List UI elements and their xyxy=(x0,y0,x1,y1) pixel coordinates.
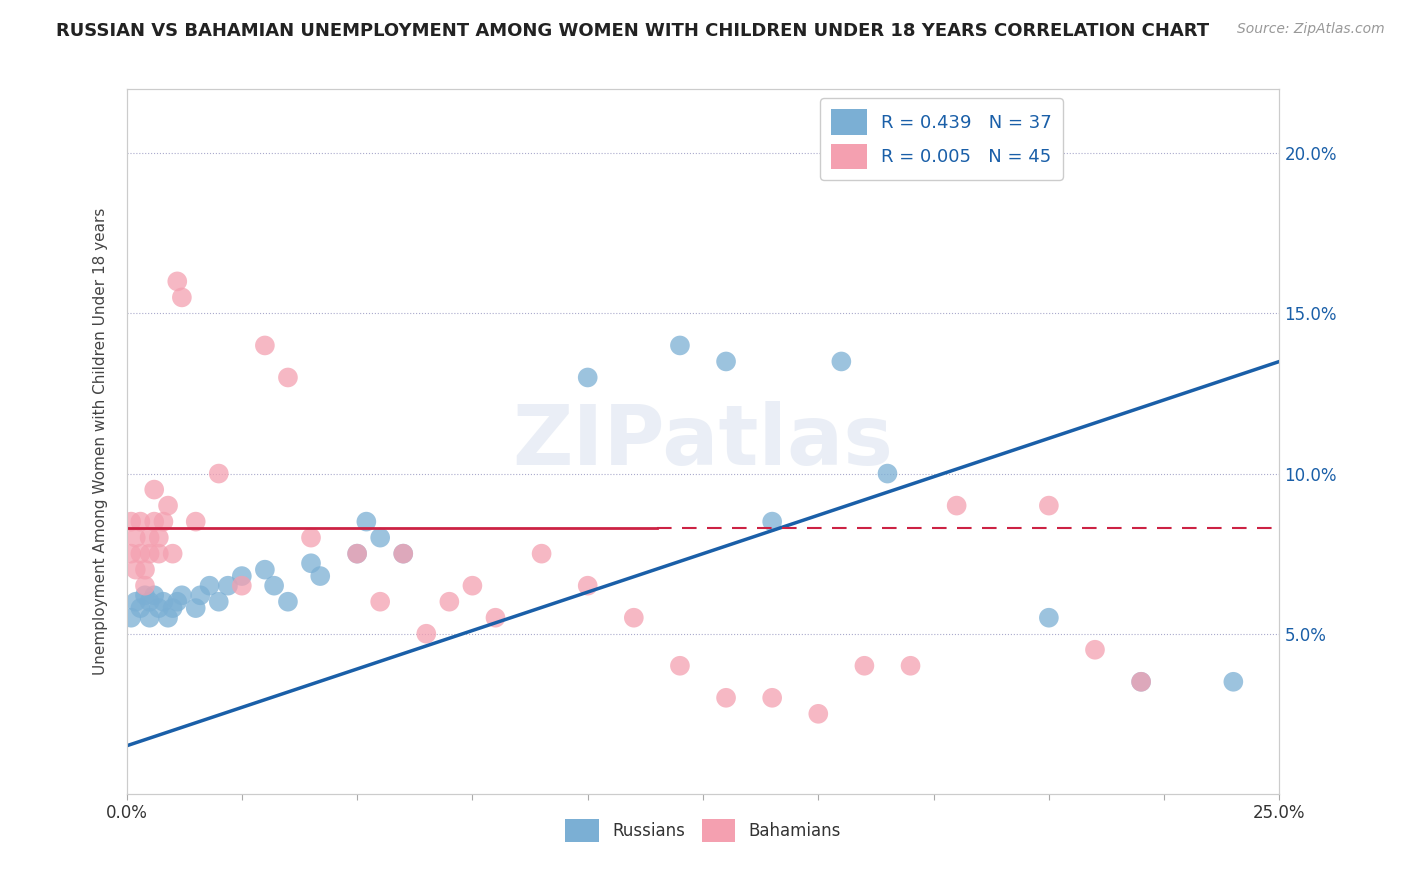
Point xyxy=(129,547,152,561)
Point xyxy=(125,531,148,545)
Point xyxy=(125,563,148,577)
Point xyxy=(138,595,160,609)
Point xyxy=(125,595,148,609)
Point xyxy=(299,531,322,545)
Point xyxy=(166,274,188,288)
Point xyxy=(277,370,299,384)
Text: RUSSIAN VS BAHAMIAN UNEMPLOYMENT AMONG WOMEN WITH CHILDREN UNDER 18 YEARS CORREL: RUSSIAN VS BAHAMIAN UNEMPLOYMENT AMONG W… xyxy=(56,22,1209,40)
Point xyxy=(346,547,368,561)
Point xyxy=(148,601,170,615)
Point xyxy=(162,601,184,615)
Point xyxy=(208,595,231,609)
Point xyxy=(152,595,174,609)
Point xyxy=(1130,674,1153,689)
Point xyxy=(184,601,207,615)
Point xyxy=(253,563,276,577)
Point xyxy=(945,499,967,513)
Point xyxy=(669,658,692,673)
Point xyxy=(208,467,231,481)
Point xyxy=(309,569,332,583)
Point xyxy=(346,547,368,561)
Point xyxy=(138,531,160,545)
Point xyxy=(277,595,299,609)
Point xyxy=(461,579,484,593)
Point xyxy=(143,515,166,529)
Point xyxy=(439,595,461,609)
Point xyxy=(166,595,188,609)
Point xyxy=(368,595,391,609)
Point xyxy=(120,547,142,561)
Point xyxy=(1130,674,1153,689)
Point xyxy=(761,515,783,529)
Point xyxy=(761,690,783,705)
Point xyxy=(134,579,156,593)
Point xyxy=(1222,674,1244,689)
Point xyxy=(576,579,599,593)
Point xyxy=(143,588,166,602)
Point xyxy=(576,370,599,384)
Point xyxy=(263,579,285,593)
Point xyxy=(1038,499,1060,513)
Point xyxy=(120,610,142,624)
Point xyxy=(138,610,160,624)
Point xyxy=(830,354,852,368)
Text: ZIPatlas: ZIPatlas xyxy=(513,401,893,482)
Point xyxy=(162,547,184,561)
Point xyxy=(129,515,152,529)
Point xyxy=(157,499,180,513)
Point xyxy=(876,467,898,481)
Point xyxy=(188,588,211,602)
Point xyxy=(148,531,170,545)
Point xyxy=(170,588,193,602)
Point xyxy=(129,601,152,615)
Point xyxy=(714,354,737,368)
Point xyxy=(134,588,156,602)
Point xyxy=(143,483,166,497)
Point xyxy=(231,569,253,583)
Point xyxy=(368,531,391,545)
Point xyxy=(807,706,830,721)
Y-axis label: Unemployment Among Women with Children Under 18 years: Unemployment Among Women with Children U… xyxy=(93,208,108,675)
Point xyxy=(253,338,276,352)
Point xyxy=(484,610,506,624)
Point xyxy=(231,579,253,593)
Point xyxy=(714,690,737,705)
Point xyxy=(1038,610,1060,624)
Text: Source: ZipAtlas.com: Source: ZipAtlas.com xyxy=(1237,22,1385,37)
Point xyxy=(356,515,378,529)
Point xyxy=(148,547,170,561)
Legend: Russians, Bahamians: Russians, Bahamians xyxy=(558,812,848,849)
Point xyxy=(134,563,156,577)
Point xyxy=(157,610,180,624)
Point xyxy=(669,338,692,352)
Point xyxy=(415,626,437,640)
Point xyxy=(120,515,142,529)
Point xyxy=(1084,642,1107,657)
Point xyxy=(623,610,645,624)
Point xyxy=(170,290,193,304)
Point xyxy=(299,556,322,570)
Point xyxy=(900,658,922,673)
Point xyxy=(152,515,174,529)
Point xyxy=(217,579,239,593)
Point xyxy=(853,658,876,673)
Point xyxy=(138,547,160,561)
Point xyxy=(392,547,415,561)
Point xyxy=(392,547,415,561)
Point xyxy=(184,515,207,529)
Point xyxy=(198,579,221,593)
Point xyxy=(530,547,553,561)
